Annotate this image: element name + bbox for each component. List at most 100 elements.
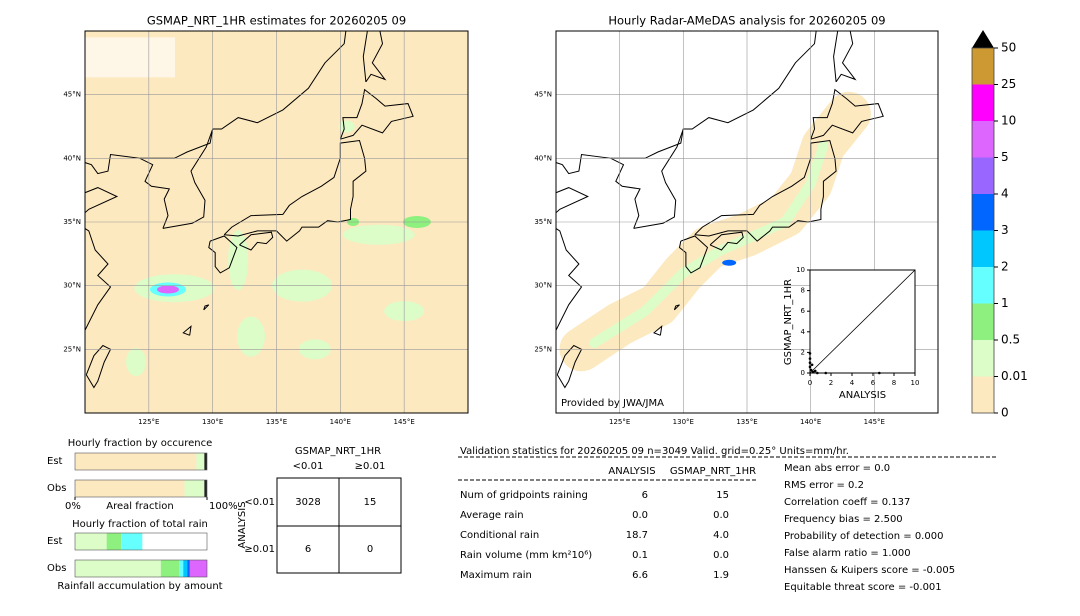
- rain-area: [126, 348, 147, 377]
- category-label: Obs: [47, 483, 66, 494]
- y-tick-label: 45°N: [534, 91, 552, 99]
- chart-title: Hourly fraction by occurence: [68, 438, 212, 449]
- stat-value: 0.1: [632, 550, 648, 561]
- bar-segment: [106, 533, 122, 550]
- scatter-point: [808, 352, 812, 355]
- category-label: Est: [47, 456, 63, 467]
- bar-segment: [184, 480, 205, 497]
- column-header: ≥0.01: [355, 461, 386, 472]
- bar-segment: [179, 560, 184, 577]
- score: Frequency bias = 2.500: [784, 514, 903, 525]
- x-tick-label: 100%: [209, 501, 238, 512]
- x-tick-label: 6: [871, 379, 876, 387]
- diagonal: [809, 269, 916, 374]
- map-credit: Provided by JWA/JMA: [561, 398, 664, 409]
- bar-frame: [74, 532, 208, 551]
- map-frame: [555, 30, 939, 414]
- colorbar-bin: [972, 194, 994, 231]
- y-tick-label: 25°N: [534, 345, 552, 353]
- stats-header: Validation statistics for 20260205 09 n=…: [460, 446, 849, 457]
- stat-value: 0.0: [713, 510, 729, 521]
- scatter-point: [808, 365, 812, 369]
- score: RMS error = 0.2: [784, 480, 864, 491]
- rain-area: [228, 230, 249, 291]
- y-tick-label: 35°N: [534, 218, 552, 226]
- x-tick-label: 10: [911, 379, 920, 387]
- bar-frame: [74, 479, 208, 498]
- colorbar-label: 10: [1001, 114, 1016, 128]
- x-tick-label: 130°E: [202, 418, 223, 426]
- scatter-point: [808, 357, 812, 360]
- bar-segment: [75, 560, 161, 577]
- row-title: ANALYSIS: [237, 501, 248, 548]
- colorbar-label: 0.01: [1001, 369, 1028, 383]
- stat-value: 4.0: [713, 530, 729, 541]
- row-label: Maximum rain: [460, 570, 532, 581]
- table-cell: 3028: [295, 497, 320, 508]
- coastline: [556, 344, 583, 389]
- y-tick-label: 4: [801, 328, 806, 336]
- bar-segment: [75, 480, 185, 497]
- y-tick-label: 35°N: [63, 218, 81, 226]
- x-tick-label: 4: [850, 379, 855, 387]
- bar-segment: [187, 560, 190, 577]
- x-tick-label: 135°E: [736, 418, 757, 426]
- map-title: GSMAP_NRT_1HR estimates for 20260205 09: [147, 14, 406, 28]
- coastline: [182, 325, 192, 336]
- column-header: GSMAP_NRT_1HR: [670, 466, 756, 477]
- map-frame: [84, 30, 469, 414]
- coastline: [556, 187, 589, 331]
- colorbar-label: 5: [1001, 150, 1009, 164]
- score: Mean abs error = 0.0: [784, 463, 890, 474]
- bar-segment: [75, 533, 107, 550]
- colorbar-label: 2: [1001, 260, 1009, 274]
- y-tick-label: 0: [801, 369, 805, 377]
- y-tick-label: 30°N: [63, 282, 81, 290]
- coastline: [556, 153, 641, 229]
- scatter-point: [809, 368, 813, 372]
- x-tick-label: 125°E: [138, 418, 159, 426]
- score: Equitable threat score = -0.001: [784, 582, 942, 593]
- coastline: [833, 31, 857, 83]
- coastline: [139, 31, 347, 159]
- column-header: ANALYSIS: [608, 466, 655, 477]
- row-header: ≥0.01: [244, 544, 275, 555]
- map: [85, 31, 468, 413]
- coastline: [208, 235, 238, 274]
- bar-frame: [74, 452, 208, 471]
- row-header: <0.01: [244, 497, 275, 508]
- coastline: [85, 153, 171, 229]
- colorbar-label: 1: [1001, 296, 1009, 310]
- y-tick-label: 40°N: [534, 154, 552, 162]
- coastline: [239, 231, 274, 251]
- x-tick-label: 2: [829, 379, 833, 387]
- stat-value: 6.6: [632, 570, 648, 581]
- bar-segment: [189, 560, 207, 577]
- scatter-point: [810, 363, 814, 367]
- chart-title: Hourly fraction of total rain: [72, 519, 208, 530]
- score: Probability of detection = 0.000: [784, 531, 943, 542]
- colorbar-bin: [972, 376, 994, 413]
- colorbar-bin: [972, 303, 994, 340]
- coastline: [339, 88, 414, 140]
- coastline: [678, 235, 709, 274]
- coastline: [709, 231, 744, 251]
- coastline: [610, 31, 817, 159]
- x-tick-label: 145°E: [394, 418, 415, 426]
- scatter-point: [813, 369, 817, 373]
- scatter-point: [816, 371, 819, 375]
- rain-area: [156, 285, 179, 294]
- y-tick-label: 30°N: [534, 282, 552, 290]
- y-tick-label: 10: [796, 266, 805, 274]
- colorbar-bin: [972, 48, 994, 85]
- bar-segment: [204, 480, 207, 497]
- table-cell: 6: [305, 544, 311, 555]
- stat-value: 6: [642, 490, 648, 501]
- x-tick-label: 8: [892, 379, 896, 387]
- x-axis-label: Rainfall accumulation by amount: [57, 581, 222, 592]
- y-tick-label: 2: [801, 348, 805, 356]
- coastline: [362, 31, 387, 83]
- stat-value: 0.0: [632, 510, 648, 521]
- bar-frame: [74, 559, 208, 578]
